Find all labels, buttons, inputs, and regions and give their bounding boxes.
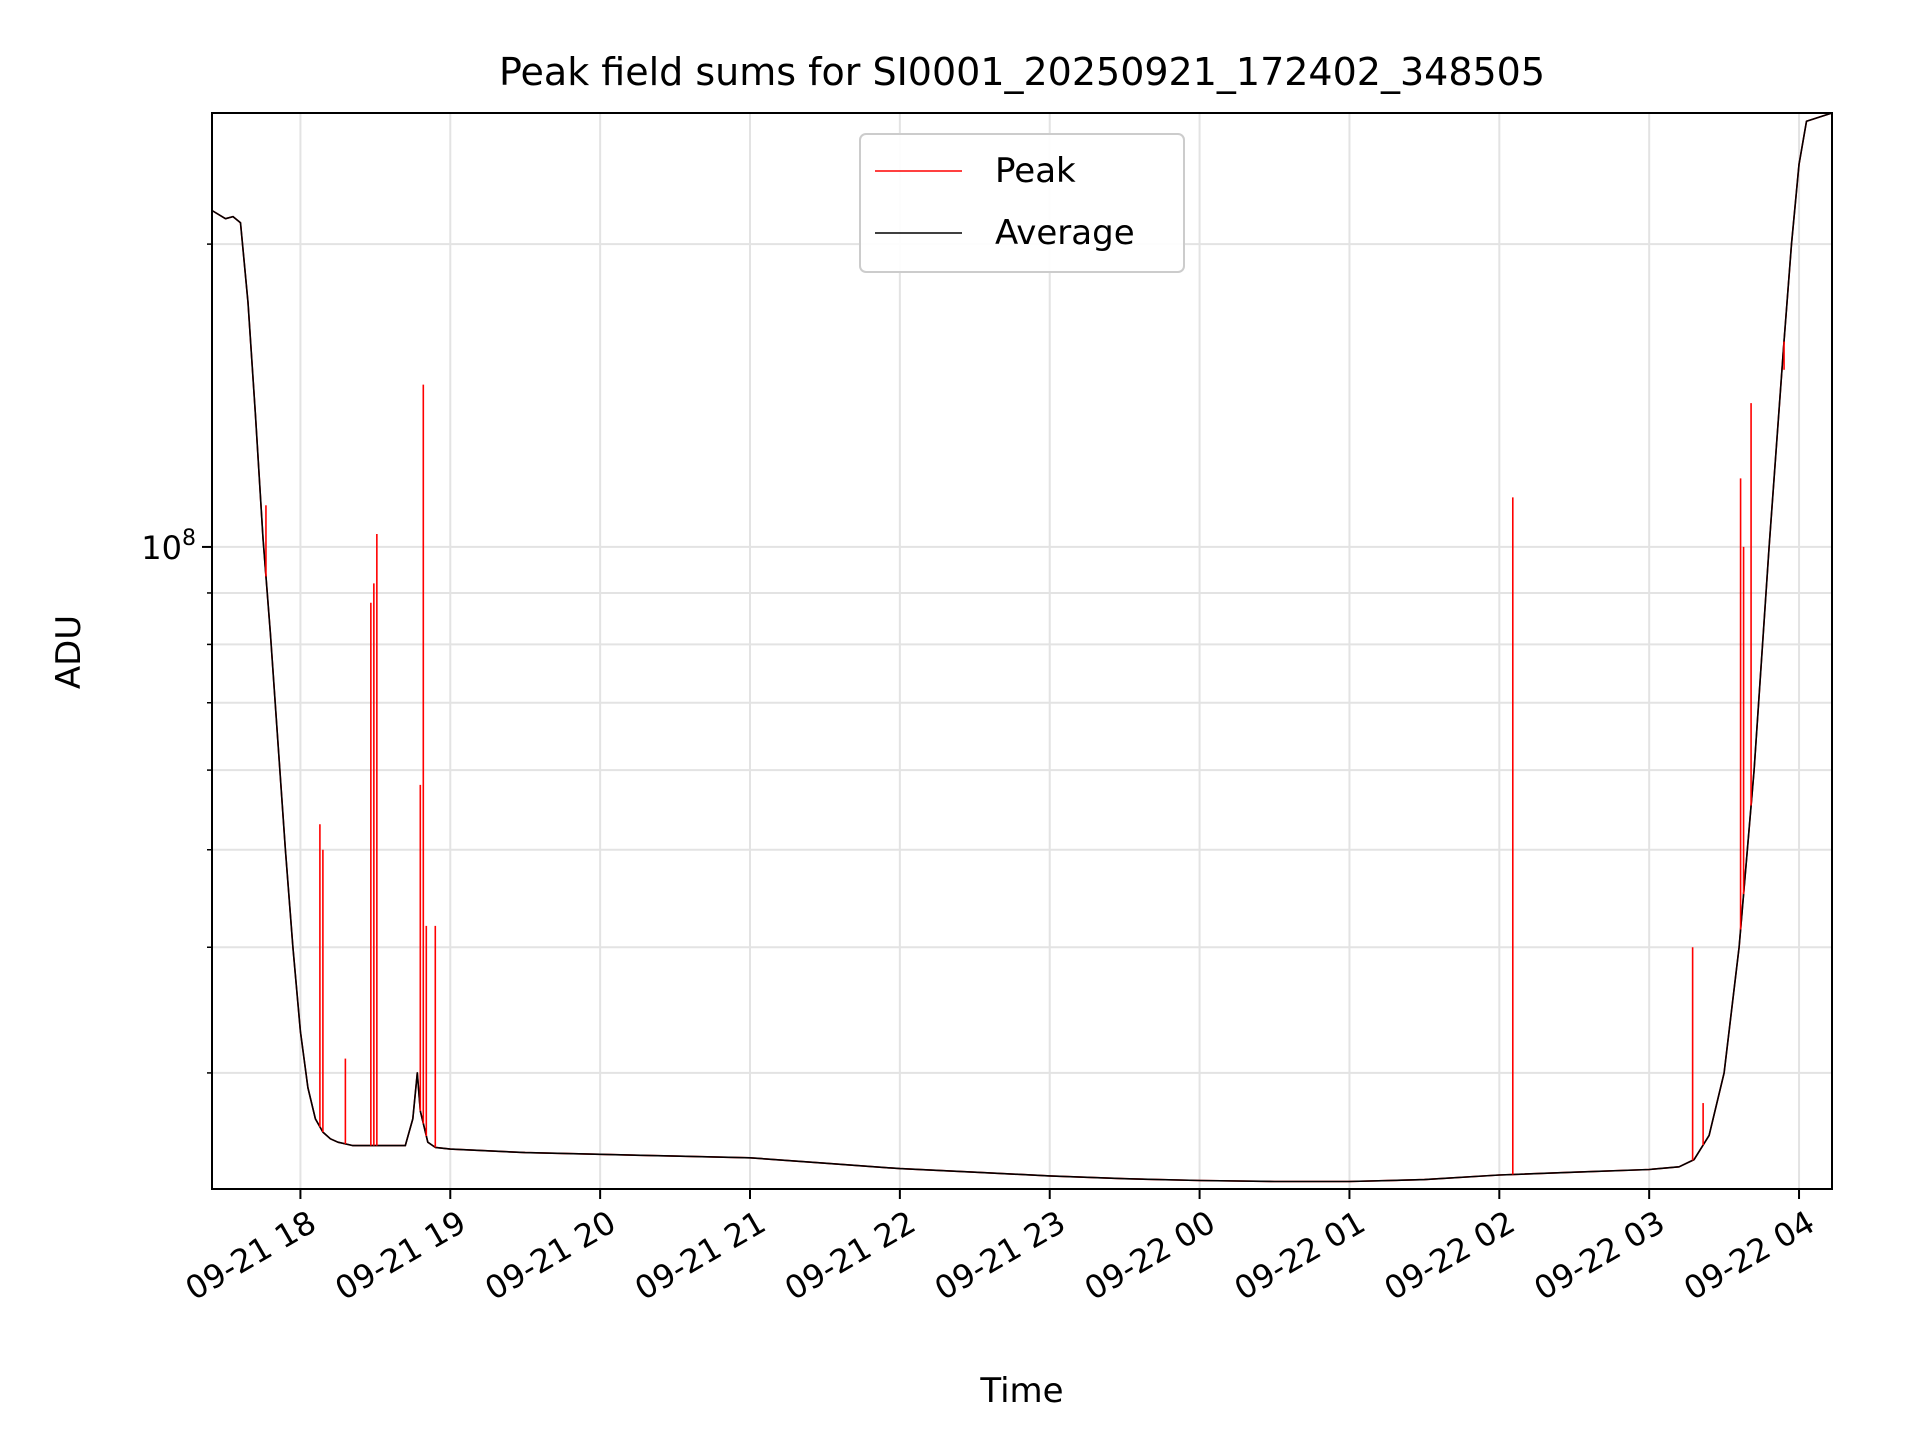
series-line-average [211,112,1833,1183]
plot-area [211,112,1833,1183]
y-tick-label: 108 [141,526,196,567]
grid [212,113,1832,1189]
x-axis-label: Time [979,1371,1063,1411]
chart-title: Peak field sums for SI0001_20250921_1724… [499,50,1545,94]
legend-label-average: Average [995,213,1135,253]
axes-frame [211,112,1833,1190]
y-axis-label: ADU [49,615,89,689]
legend: Peak Average [859,133,1185,273]
legend-box [859,133,1185,273]
legend-label-peak: Peak [995,151,1076,191]
